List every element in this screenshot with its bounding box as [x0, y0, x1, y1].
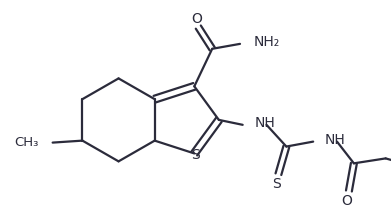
Text: CH₃: CH₃ — [15, 136, 39, 149]
Text: S: S — [272, 177, 281, 191]
Text: O: O — [191, 12, 202, 26]
Text: O: O — [341, 194, 352, 208]
Text: NH: NH — [325, 133, 346, 147]
Text: NH: NH — [254, 116, 275, 130]
Text: S: S — [191, 149, 200, 163]
Text: NH₂: NH₂ — [254, 35, 280, 49]
